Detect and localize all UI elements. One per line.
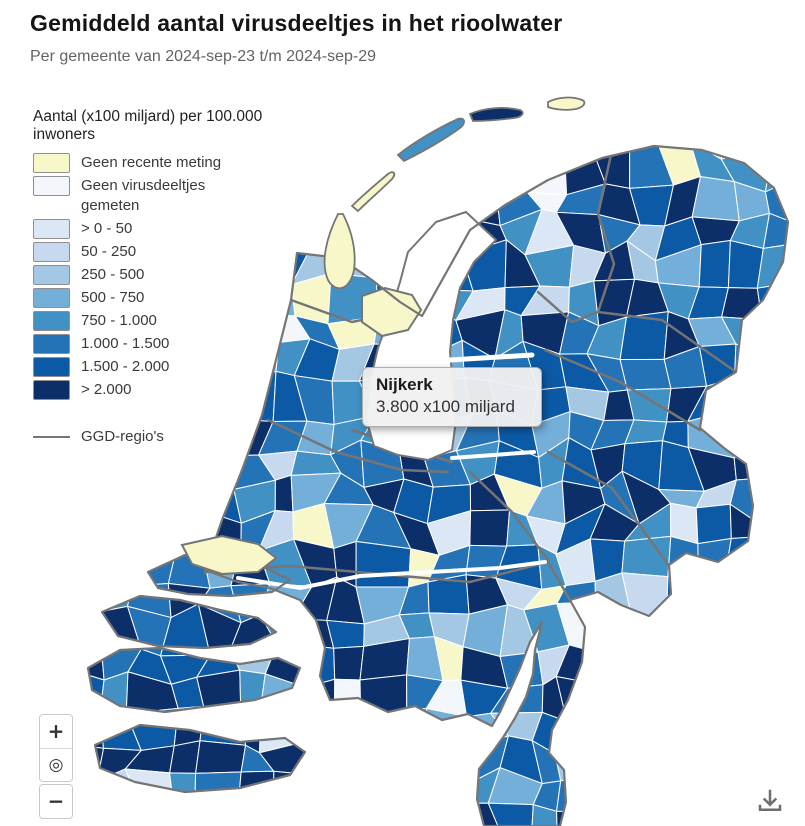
land-outline — [100, 594, 278, 650]
legend-swatch — [33, 311, 70, 331]
legend-item: 750 - 1.000 — [33, 311, 293, 331]
map-tooltip: Nijkerk 3.800 x100 miljard — [362, 367, 542, 427]
legend-item-label: > 0 - 50 — [81, 220, 133, 237]
land-outline — [93, 723, 307, 794]
river-channel — [236, 560, 547, 591]
legend-item-label: 250 - 500 — [81, 266, 145, 283]
legend-swatch — [33, 288, 70, 308]
legend-item: > 0 - 50 — [33, 219, 293, 239]
land-outline — [203, 144, 790, 826]
legend-item: 50 - 250 — [33, 242, 293, 262]
zoom-in-button[interactable]: + — [40, 715, 72, 748]
legend-item: 500 - 750 — [33, 288, 293, 308]
legend-swatch — [33, 153, 70, 173]
legend-swatch — [33, 265, 70, 285]
zoom-reset-button[interactable]: ◎ — [40, 748, 72, 781]
legend-item-label: Geen virusdeeltjes gemeten — [81, 177, 206, 214]
download-icon — [758, 789, 782, 811]
legend-item: > 2.000 — [33, 380, 293, 400]
legend-item: 250 - 500 — [33, 265, 293, 285]
wadden-island[interactable] — [396, 117, 465, 163]
wadden-island[interactable] — [350, 171, 396, 213]
legend-item-label: > 2.000 — [81, 381, 132, 398]
wieringermeer-polder[interactable] — [361, 286, 423, 338]
ggd-line-swatch — [33, 436, 70, 438]
legend-ggd-row: GGD-regio's — [33, 427, 293, 447]
river-channel — [450, 450, 536, 460]
map-legend: Aantal (x100 miljard) per 100.000 inwone… — [33, 108, 293, 447]
legend-swatch — [33, 219, 70, 239]
legend-item-label: 750 - 1.000 — [81, 312, 157, 329]
wadden-island[interactable] — [547, 96, 586, 111]
legend-item: Geen recente meting — [33, 153, 293, 173]
legend-item: Geen virusdeeltjes gemeten — [33, 176, 293, 216]
legend-item: 1.000 - 1.500 — [33, 334, 293, 354]
river-channel — [447, 352, 535, 363]
hoeksche-waard[interactable] — [180, 534, 278, 576]
legend-item: 1.500 - 2.000 — [33, 357, 293, 377]
land-outline — [86, 646, 302, 714]
zoom-group-top: + ◎ — [39, 714, 73, 782]
legend-item-label: 1.000 - 1.500 — [81, 335, 170, 352]
legend-swatch — [33, 176, 70, 196]
tooltip-value: 3.800 x100 miljard — [376, 397, 515, 416]
zoom-controls: + ◎ − — [39, 714, 73, 819]
legend-swatch — [33, 242, 70, 262]
legend-item-label: 500 - 750 — [81, 289, 145, 306]
zoom-group-bottom: − — [39, 784, 73, 819]
download-button[interactable] — [751, 785, 789, 819]
wadden-island[interactable] — [468, 107, 524, 122]
legend-item-label: 1.500 - 2.000 — [81, 358, 170, 375]
zoom-out-button[interactable]: − — [40, 785, 72, 818]
wadden-island[interactable] — [323, 213, 356, 290]
page-title: Gemiddeld aantal virusdeeltjes in het ri… — [30, 10, 563, 36]
legend-swatch — [33, 357, 70, 377]
page-subtitle: Per gemeente van 2024-sep-23 t/m 2024-se… — [30, 48, 376, 65]
legend-title: Aantal (x100 miljard) per 100.000 inwone… — [33, 108, 263, 143]
ggd-label: GGD-regio's — [81, 428, 164, 445]
legend-swatch — [33, 380, 70, 400]
legend-swatch — [33, 334, 70, 354]
legend-item-label: 50 - 250 — [81, 243, 137, 260]
legend-items: Geen recente meting Geen virusdeeltjes ge… — [33, 153, 293, 400]
tooltip-municipality: Nijkerk — [376, 375, 433, 394]
legend-item-label: Geen recente meting — [81, 154, 222, 171]
